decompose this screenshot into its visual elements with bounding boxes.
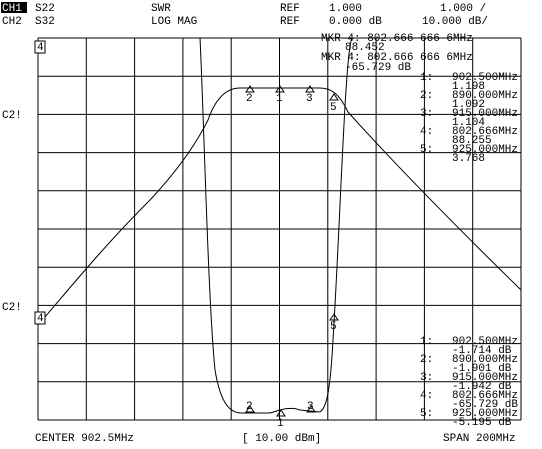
marker-num: 3: bbox=[420, 372, 433, 384]
ch1-format: SWR bbox=[151, 3, 171, 15]
ch2-ref-label: REF bbox=[280, 16, 300, 28]
trace-marker: 3 bbox=[306, 93, 313, 105]
marker-num: 2: bbox=[420, 90, 433, 102]
marker-num: 5: bbox=[420, 144, 433, 156]
ch2-label: CH2 bbox=[2, 16, 22, 28]
marker-freq: 802.666MHz bbox=[452, 390, 518, 402]
marker-readout: MKR 4: 802.666 666 6MHz bbox=[321, 33, 473, 45]
ch1-trace bbox=[37, 87, 522, 326]
trace-marker: 1 bbox=[277, 418, 284, 430]
footer-center: CENTER 902.5MHz bbox=[35, 433, 134, 445]
marker-value: 3.768 bbox=[452, 153, 485, 165]
ch1-ref-label: REF bbox=[280, 3, 300, 15]
ref-marker: 4 bbox=[37, 313, 44, 325]
ch2-format: LOG MAG bbox=[151, 16, 197, 28]
ref-marker: 4 bbox=[37, 42, 44, 54]
trace-marker: 2 bbox=[246, 401, 253, 413]
marker-num: 1: bbox=[420, 72, 433, 84]
ch2-ref: 0.000 dB bbox=[329, 16, 382, 28]
marker-value: -1.714 dB bbox=[452, 345, 512, 357]
trace-marker: 3 bbox=[307, 401, 314, 413]
marker-num: 5: bbox=[420, 408, 433, 420]
marker-value: -1.901 dB bbox=[452, 363, 512, 375]
marker-value: 1.092 bbox=[452, 99, 485, 111]
marker-num: 4: bbox=[420, 390, 433, 402]
trace-marker: 1 bbox=[276, 93, 283, 105]
marker-freq: 925.000MHz bbox=[452, 408, 518, 420]
marker-num: 4: bbox=[420, 126, 433, 138]
marker-freq: 902.500MHz bbox=[452, 72, 518, 84]
marker-num: 2: bbox=[420, 354, 433, 366]
marker-value: 1.198 bbox=[452, 81, 485, 93]
ch2-param: S32 bbox=[35, 16, 55, 28]
marker-freq: 890.000MHz bbox=[452, 90, 518, 102]
marker-readout: 88.452 bbox=[345, 42, 385, 54]
marker-value: 88.255 bbox=[452, 135, 492, 147]
ch1-ref: 1.000 bbox=[329, 3, 362, 15]
ref-marker-box bbox=[34, 40, 46, 54]
marker-freq: 902.500MHz bbox=[452, 336, 518, 348]
marker-value: -5.195 dB bbox=[452, 417, 512, 429]
side-label: C2! bbox=[2, 302, 22, 314]
marker-value: 1.104 bbox=[452, 117, 485, 129]
ch2-trace bbox=[38, 37, 521, 414]
marker-readout: -65.729 dB bbox=[345, 62, 411, 74]
marker-value: -65.729 dB bbox=[452, 399, 518, 411]
trace-marker: 5 bbox=[330, 102, 337, 114]
marker-value: -1.942 dB bbox=[452, 381, 512, 393]
marker-freq: 802.666MHz bbox=[452, 126, 518, 138]
ch1-label: CH1 bbox=[2, 3, 22, 15]
trace-marker: 5 bbox=[330, 321, 337, 333]
ch2-scale: 10.000 dB/ bbox=[422, 16, 488, 28]
marker-freq: 925.000MHz bbox=[452, 144, 518, 156]
marker-num: 1: bbox=[420, 336, 433, 348]
ch1-highlight bbox=[1, 2, 27, 13]
marker-readout: MKR 4: 802.666 666 6MHz bbox=[321, 52, 473, 64]
marker-num: 3: bbox=[420, 108, 433, 120]
ref-marker-box bbox=[34, 311, 46, 325]
marker-freq: 890.000MHz bbox=[452, 354, 518, 366]
marker-freq: 915.000MHz bbox=[452, 108, 518, 120]
footer-span: SPAN 200MHz bbox=[443, 433, 516, 445]
trace-marker: 2 bbox=[246, 93, 253, 105]
footer-power: [ 10.00 dBm] bbox=[242, 433, 321, 445]
marker-freq: 915.000MHz bbox=[452, 372, 518, 384]
marker-arrows bbox=[245, 85, 339, 417]
ch1-param: S22 bbox=[35, 3, 55, 15]
side-label: C2! bbox=[2, 110, 22, 122]
ch1-scale: 1.000 / bbox=[440, 3, 486, 15]
